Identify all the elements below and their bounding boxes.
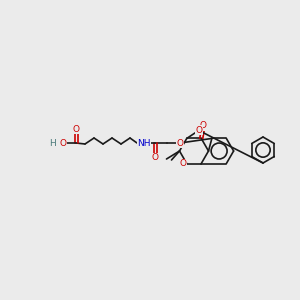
- Text: O: O: [176, 139, 184, 148]
- Text: O: O: [73, 124, 80, 134]
- Text: H: H: [50, 139, 56, 148]
- Text: NH: NH: [137, 139, 151, 148]
- Text: O: O: [152, 154, 158, 163]
- Text: O: O: [195, 126, 202, 135]
- Text: O: O: [199, 121, 206, 130]
- Text: O: O: [179, 159, 186, 168]
- Text: O: O: [59, 139, 67, 148]
